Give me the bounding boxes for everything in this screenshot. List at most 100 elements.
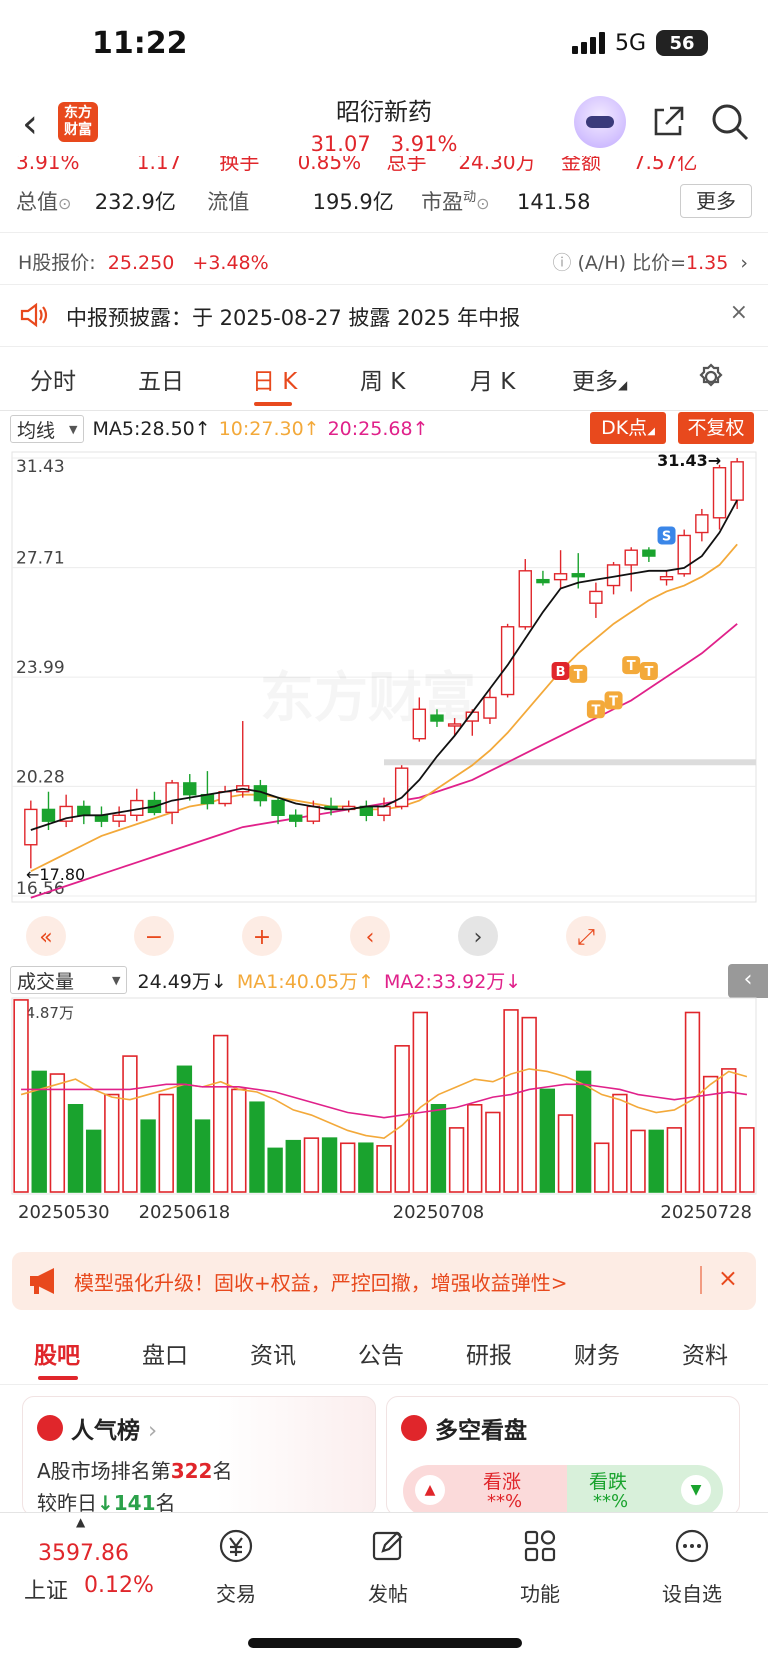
tab-profile[interactable]: 资料 <box>682 1343 728 1369</box>
volume-bar <box>212 1034 229 1193</box>
more-stats-button[interactable]: 更多 <box>680 184 752 218</box>
grid-icon <box>524 1530 556 1562</box>
candle-body <box>41 808 56 822</box>
volume-bar <box>285 1139 301 1193</box>
candlestick-chart[interactable]: 31.4327.7123.9920.2816.56东方财富31.43→←17.8… <box>0 446 768 956</box>
volume-chart[interactable]: 74.87万 20250530 20250618 20250708 20250728 <box>0 996 768 1240</box>
volume-bar <box>430 1104 447 1193</box>
logo-line2: 财富 <box>64 122 92 138</box>
chart-control[interactable] <box>566 916 606 956</box>
tab-announcements[interactable]: 公告 <box>358 1343 404 1369</box>
notice-close-button[interactable]: × <box>729 300 748 325</box>
tab-intraday[interactable]: 分时 <box>30 369 76 395</box>
volume-bar <box>630 1129 646 1193</box>
notice-text[interactable]: 中报预披露：于 2025-08-27 披露 2025 年中报 <box>66 306 521 330</box>
nav-watchlist[interactable]: 设自选 <box>642 1527 742 1607</box>
chart-control[interactable] <box>26 916 66 956</box>
y-tick-label: 31.43 <box>16 457 65 477</box>
volume-bar <box>122 1055 138 1193</box>
chart-control[interactable] <box>458 916 498 956</box>
chart-control-icon: − <box>145 925 163 950</box>
chart-control[interactable] <box>134 916 174 956</box>
candle-body <box>518 570 532 628</box>
ah-ratio-value: 1.35 <box>686 252 729 274</box>
tab-monthly-k[interactable]: 月 K <box>470 369 516 395</box>
search-icon[interactable] <box>710 102 750 142</box>
ah-ratio-label: (A/H) 比价= <box>577 252 686 274</box>
stock-price: 31.07 <box>310 132 371 156</box>
dk-point-button[interactable]: DK点◢ <box>590 412 666 444</box>
chart-control-icon: + <box>253 925 271 950</box>
signal-marker <box>657 526 676 545</box>
nav-functions[interactable]: 功能 <box>490 1527 590 1607</box>
volume-bar <box>340 1142 356 1193</box>
content-tabs: 股吧 盘口 资讯 公告 研报 财务 资料 <box>0 1336 768 1380</box>
index-change[interactable]: 0.12% <box>84 1573 154 1598</box>
divider <box>0 1384 768 1385</box>
y-tick-label: 16.56 <box>16 879 65 899</box>
signal-label: T <box>627 659 636 674</box>
nav-trade[interactable]: 交易 <box>186 1527 286 1607</box>
nav-post[interactable]: 发帖 <box>338 1527 438 1607</box>
yen-icon <box>219 1529 253 1563</box>
volume-bar <box>231 1088 247 1193</box>
app-logo[interactable]: 东方 财富 <box>58 102 98 142</box>
index-name[interactable]: 上证 <box>24 1579 69 1604</box>
volume-bar <box>31 1070 47 1193</box>
nav-trade-label: 交易 <box>216 1582 256 1606</box>
vs-icon <box>401 1415 427 1441</box>
candle-body <box>394 767 409 808</box>
share-icon[interactable] <box>650 104 686 140</box>
back-button[interactable]: ‹ <box>22 101 38 147</box>
vote-down-button[interactable]: 看跌 **% ▼ <box>567 1465 723 1517</box>
tab-news[interactable]: 资讯 <box>250 1343 296 1369</box>
vol-ma2: MA2:33.92万↓ <box>384 970 522 993</box>
megaphone-icon <box>30 1268 54 1294</box>
logo-line1: 东方 <box>64 105 92 121</box>
hshare-change: +3.48% <box>192 252 269 274</box>
adjust-button[interactable]: 不复权 <box>678 412 754 444</box>
tab-guba[interactable]: 股吧 <box>34 1343 80 1369</box>
longshort-card[interactable]: 多空看盘 ▲ 看涨 **% 看跌 **% ▼ <box>386 1396 740 1517</box>
period-tabs: 分时 五日 日 K 周 K 月 K 更多◢ <box>0 362 768 406</box>
ah-ratio[interactable]: ⓘ (A/H) 比价=1.35 › <box>552 248 748 275</box>
tab-research[interactable]: 研报 <box>466 1343 512 1369</box>
candle-body <box>536 578 550 584</box>
volume-legend: 成交量 ▼ 24.49万↓ MA1:40.05万↑ MA2:33.92万↓ <box>10 966 521 994</box>
tab-finance[interactable]: 财务 <box>574 1343 620 1369</box>
tab-weekly-k[interactable]: 周 K <box>360 369 406 395</box>
volume-bar <box>85 1129 102 1193</box>
nav-watchlist-label: 设自选 <box>662 1582 722 1606</box>
tab-daily-k[interactable]: 日 K <box>252 369 298 395</box>
divider <box>0 410 768 411</box>
volume-bar <box>49 1073 66 1193</box>
collapse-panel-button[interactable]: ‹ <box>728 964 768 998</box>
active-tab-underline <box>254 402 292 406</box>
volume-bar <box>412 1011 428 1193</box>
signal-label: T <box>591 703 600 718</box>
volume-selector[interactable]: 成交量 ▼ <box>10 966 128 994</box>
speaker-icon <box>20 302 48 328</box>
battery-icon: 56 <box>656 30 708 56</box>
ma-selector[interactable]: 均线 ▼ <box>10 415 85 443</box>
promo-banner[interactable]: 模型强化升级！固收+权益，严控回撤，增强收益弹性> × <box>12 1252 756 1310</box>
candle-body <box>624 549 638 566</box>
candle-body <box>571 573 585 578</box>
chart-control[interactable] <box>350 916 390 956</box>
vote-up-button[interactable]: ▲ 看涨 **% <box>403 1465 567 1517</box>
signal-marker <box>622 656 641 675</box>
index-value[interactable]: 3597.86 <box>38 1541 129 1566</box>
volume-bar <box>612 1093 628 1193</box>
hshare-quote[interactable]: H股报价: 25.250 +3.48% <box>18 248 269 275</box>
promo-close-button[interactable]: × <box>717 1264 738 1292</box>
popularity-card[interactable]: 人气榜 › A股市场排名第322名 较昨日↓141名 <box>22 1396 376 1516</box>
tab-pankou[interactable]: 盘口 <box>142 1343 188 1369</box>
vote-up-label: 看涨 <box>483 1471 522 1493</box>
assistant-robot-icon[interactable] <box>574 96 626 148</box>
help-icon[interactable]: ⓘ <box>552 252 572 274</box>
chart-bars-icon <box>37 1415 63 1441</box>
tab-more[interactable]: 更多◢ <box>572 369 628 395</box>
gear-icon[interactable] <box>696 362 726 392</box>
chart-control[interactable] <box>242 916 282 956</box>
tab-five-day[interactable]: 五日 <box>138 369 184 395</box>
